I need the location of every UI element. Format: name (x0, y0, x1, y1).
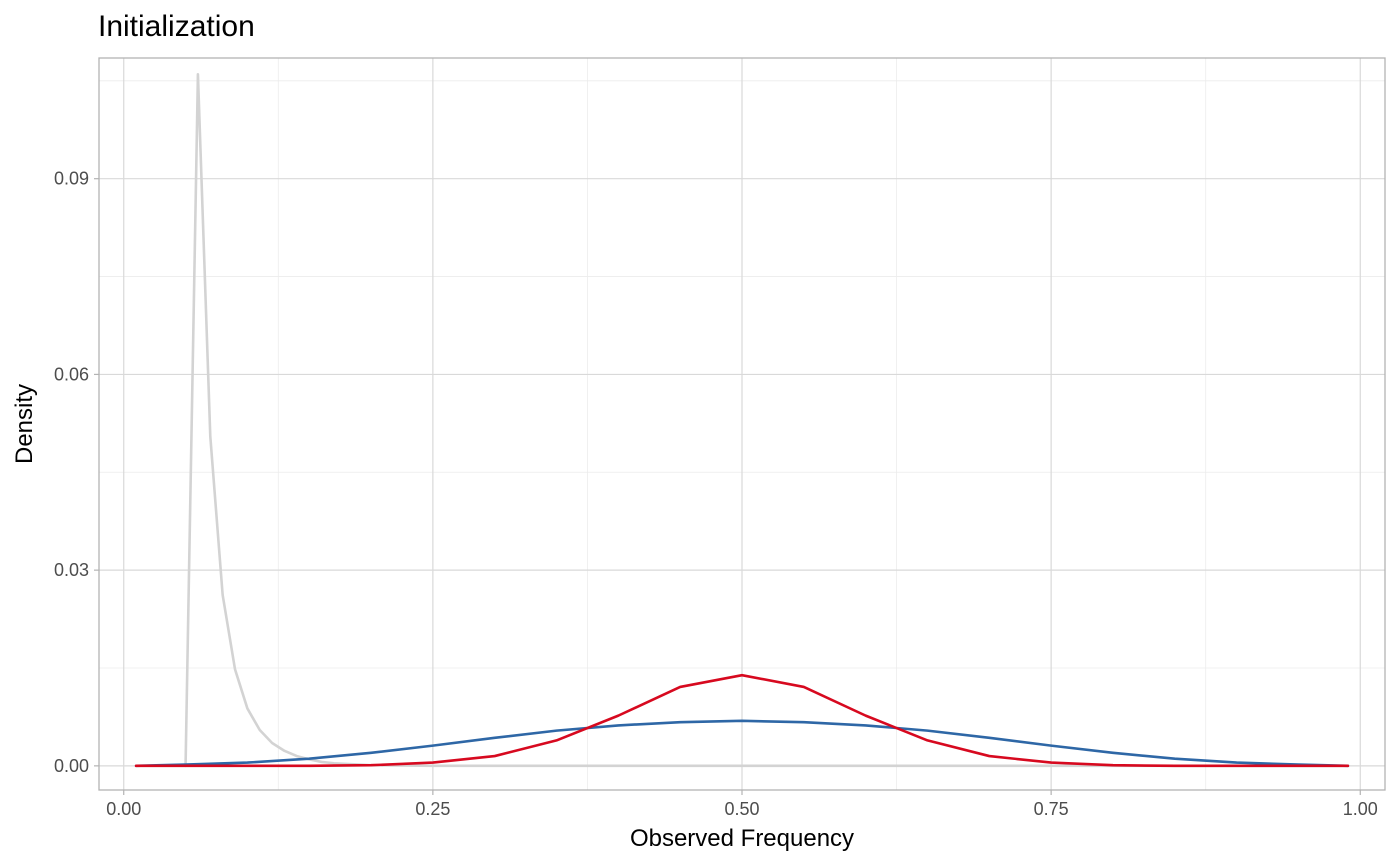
y-tick-label: 0.09 (54, 169, 89, 189)
series-line-3 (134, 673, 1350, 768)
x-tick-label: 0.75 (1034, 799, 1069, 819)
series-layer (134, 73, 1350, 768)
series-line-1 (184, 73, 1350, 768)
x-axis-title: Observed Frequency (630, 825, 854, 852)
series-line-2 (134, 719, 1350, 768)
x-tick-label: 1.00 (1343, 799, 1378, 819)
y-tick-label: 0.00 (54, 756, 89, 776)
y-tick-label: 0.03 (54, 560, 89, 580)
x-tick-label: 0.25 (415, 799, 450, 819)
y-axis-title: Density (11, 384, 38, 464)
y-tick-label: 0.06 (54, 364, 89, 384)
chart-title: Initialization (98, 10, 255, 43)
x-tick-label: 0.50 (724, 799, 759, 819)
y-axis: 0.00 0.03 0.06 0.09 (54, 169, 99, 776)
major-gridlines (99, 58, 1385, 790)
x-axis: 0.00 0.25 0.50 0.75 1.00 (106, 790, 1378, 819)
x-tick-label: 0.00 (106, 799, 141, 819)
